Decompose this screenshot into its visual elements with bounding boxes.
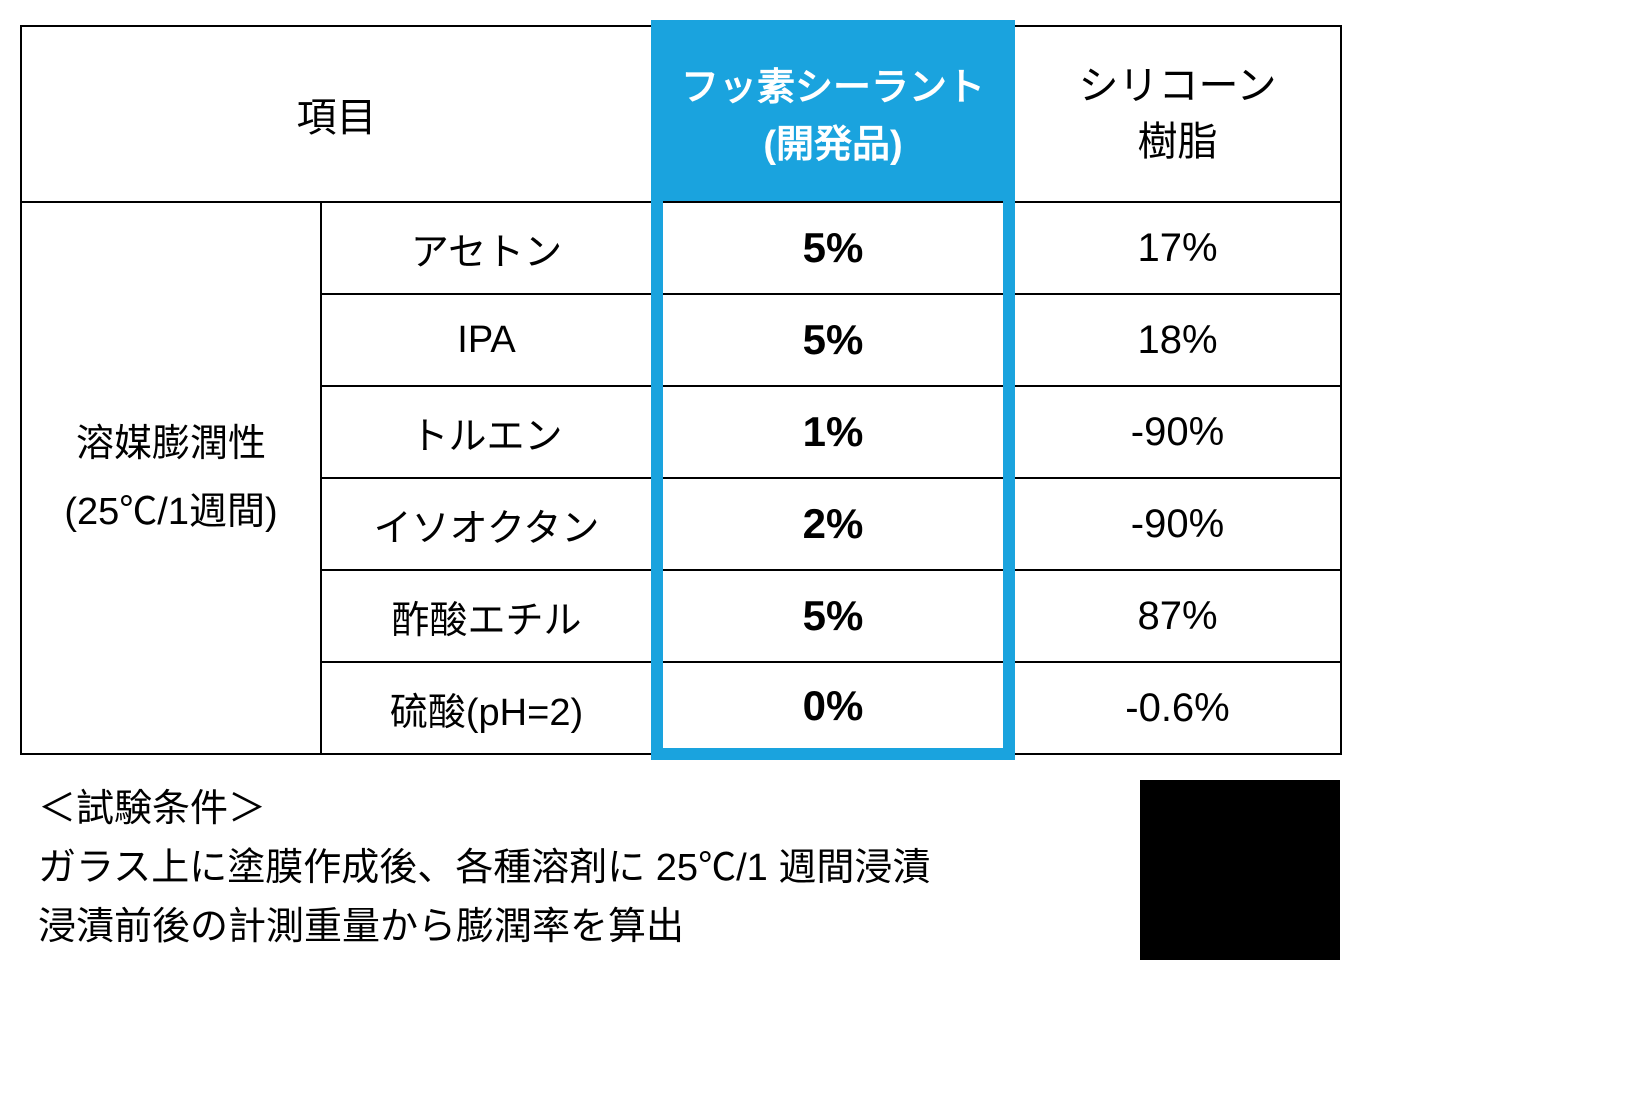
solvent-cell: トルエン bbox=[321, 386, 657, 478]
header-highlight: フッ素シーラント (開発品) bbox=[657, 26, 1009, 202]
solvent-cell: 硫酸(pH=2) bbox=[321, 662, 657, 754]
header-highlight-line2: (開発品) bbox=[671, 117, 995, 174]
highlight-value-cell: 1% bbox=[657, 386, 1009, 478]
silicone-value-cell: -90% bbox=[1009, 478, 1341, 570]
table-header-row: 項目 フッ素シーラント (開発品) シリコーン 樹脂 bbox=[21, 26, 1341, 202]
highlight-value-cell: 5% bbox=[657, 570, 1009, 662]
solvent-cell: アセトン bbox=[321, 202, 657, 294]
category-line1: 溶媒膨潤性 bbox=[34, 410, 308, 478]
table-container: 項目 フッ素シーラント (開発品) シリコーン 樹脂 溶媒膨潤性 (25℃/1週… bbox=[20, 20, 1340, 957]
header-item-label: 項目 bbox=[297, 96, 377, 140]
silicone-value-cell: 17% bbox=[1009, 202, 1341, 294]
highlight-value-cell: 0% bbox=[657, 662, 1009, 754]
comparison-table: 項目 フッ素シーラント (開発品) シリコーン 樹脂 溶媒膨潤性 (25℃/1週… bbox=[20, 20, 1342, 760]
silicone-value-cell: 18% bbox=[1009, 294, 1341, 386]
highlight-value-cell: 5% bbox=[657, 202, 1009, 294]
header-highlight-line1: フッ素シーラント bbox=[671, 60, 995, 117]
footer-wrapper: ＜試験条件＞ ガラス上に塗膜作成後、各種溶剤に 25℃/1 週間浸漬 浸漬前後の… bbox=[20, 780, 1340, 957]
solvent-cell: 酢酸エチル bbox=[321, 570, 657, 662]
highlight-value-cell: 2% bbox=[657, 478, 1009, 570]
category-line2: (25℃/1週間) bbox=[34, 478, 308, 546]
category-cell: 溶媒膨潤性 (25℃/1週間) bbox=[21, 202, 321, 754]
redaction-block bbox=[1140, 780, 1340, 960]
silicone-value-cell: 87% bbox=[1009, 570, 1341, 662]
silicone-value-cell: -90% bbox=[1009, 386, 1341, 478]
silicone-value-cell: -0.6% bbox=[1009, 662, 1341, 754]
table-row: 溶媒膨潤性 (25℃/1週間) アセトン 5% 17% bbox=[21, 202, 1341, 294]
header-silicone-line2: 樹脂 bbox=[1023, 114, 1332, 170]
header-silicone-line1: シリコーン bbox=[1023, 58, 1332, 114]
header-silicone: シリコーン 樹脂 bbox=[1009, 26, 1341, 202]
header-item: 項目 bbox=[21, 26, 657, 202]
solvent-cell: イソオクタン bbox=[321, 478, 657, 570]
solvent-cell: IPA bbox=[321, 294, 657, 386]
highlight-value-cell: 5% bbox=[657, 294, 1009, 386]
